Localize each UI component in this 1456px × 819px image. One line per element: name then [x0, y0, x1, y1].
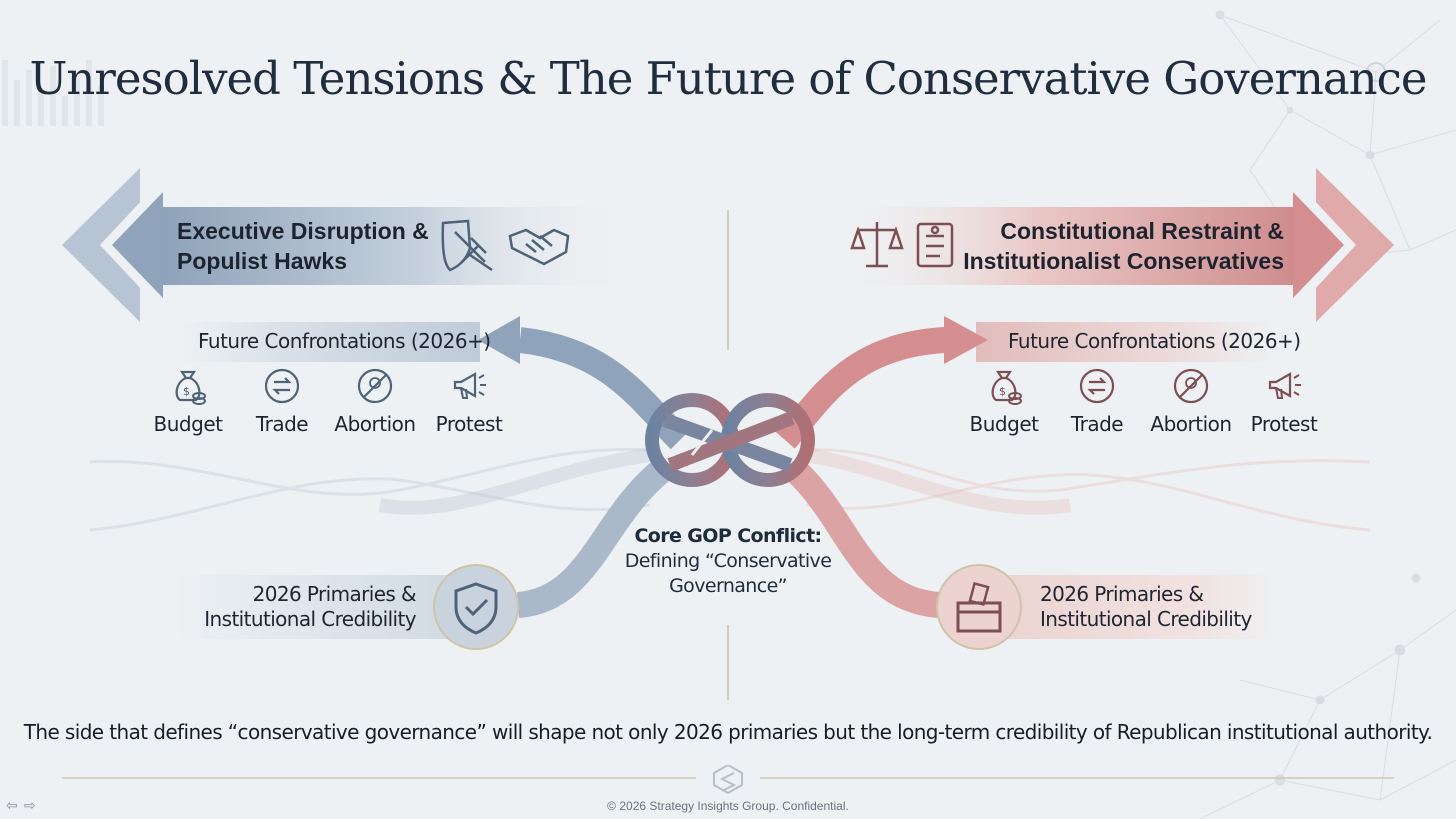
- topic-label: Protest: [1250, 412, 1318, 436]
- left-flow-arrowhead: [478, 316, 520, 364]
- wave-ribbons-wide: [378, 448, 1072, 515]
- right-side-label-line: Institutionalist Conservatives: [963, 248, 1284, 274]
- money-bag-icon: $: [991, 370, 1022, 405]
- core-line: Defining “Conservative: [624, 550, 832, 572]
- left-topic-abortion: Abortion: [327, 366, 423, 436]
- right-topic-budget: $ Budget: [956, 366, 1052, 436]
- network-decoration: [1199, 10, 1456, 819]
- left-side-label-line: Populist Hawks: [177, 248, 347, 274]
- right-topic-abortion: Abortion: [1143, 366, 1239, 436]
- ballot-box-icon: [936, 564, 1022, 650]
- megaphone-icon: [453, 372, 486, 399]
- left-future-label: Future Confrontations (2026+): [198, 329, 491, 353]
- handshake-icon: [508, 228, 570, 266]
- knot-symbol: [645, 393, 815, 487]
- left-future-band: [180, 322, 480, 362]
- right-primaries-line: Institutional Credibility: [1040, 607, 1252, 631]
- topic-label: Protest: [435, 412, 503, 436]
- left-side-label: Executive Disruption & Populist Hawks: [177, 216, 429, 276]
- shield-check-icon: [433, 564, 519, 650]
- abortion-prohibited-icon: [357, 368, 393, 404]
- trade-arrows-icon: [1079, 368, 1115, 404]
- right-side-label-line: Constitutional Restraint &: [1000, 218, 1284, 244]
- topic-label: Budget: [969, 412, 1039, 436]
- right-side-label: Constitutional Restraint & Institutional…: [963, 216, 1284, 276]
- topic-label: Trade: [255, 412, 309, 436]
- core-conflict: Core GOP Conflict: Defining “Conservativ…: [604, 524, 852, 599]
- left-primaries-band: [175, 575, 475, 639]
- decorative-bars: [2, 60, 104, 126]
- topic-label: Budget: [153, 412, 223, 436]
- core-heading: Core GOP Conflict:: [634, 525, 822, 547]
- company-logo-icon: [713, 765, 743, 795]
- right-primaries-label: 2026 Primaries & Institutional Credibili…: [1040, 582, 1252, 632]
- left-primaries-line: 2026 Primaries &: [252, 582, 417, 606]
- left-topic-trade: Trade: [234, 366, 330, 436]
- right-topic-protest: Protest: [1236, 366, 1332, 436]
- svg-text:$: $: [999, 385, 1006, 398]
- right-future-label: Future Confrontations (2026+): [1008, 329, 1301, 353]
- topic-label: Trade: [1070, 412, 1124, 436]
- trade-arrows-icon: [264, 368, 300, 404]
- right-future-band: [976, 322, 1276, 362]
- right-flow-arrowhead: [944, 316, 988, 364]
- right-primaries-band: [983, 575, 1283, 639]
- left-banner-arrow: [62, 168, 633, 322]
- left-topic-protest: Protest: [421, 366, 517, 436]
- megaphone-icon: [1268, 372, 1301, 399]
- copyright-text: © 2026 Strategy Insights Group. Confiden…: [607, 799, 849, 813]
- previous-slide-icon[interactable]: ⇦: [6, 797, 18, 813]
- next-slide-icon[interactable]: ⇨: [24, 797, 36, 813]
- right-primaries-line: 2026 Primaries &: [1040, 582, 1204, 606]
- topic-label: Abortion: [334, 412, 416, 436]
- page-title: Unresolved Tensions & The Future of Cons…: [29, 52, 1428, 105]
- wave-ribbons: [89, 447, 1371, 532]
- scales-icon: [850, 222, 904, 268]
- footer-rule: [62, 765, 1394, 795]
- topic-label: Abortion: [1150, 412, 1232, 436]
- scroll-document-icon: [916, 222, 954, 268]
- left-primaries-label: 2026 Primaries & Institutional Credibili…: [204, 582, 416, 632]
- svg-text:$: $: [183, 385, 190, 398]
- left-primaries-line: Institutional Credibility: [204, 607, 416, 631]
- right-topic-trade: Trade: [1049, 366, 1145, 436]
- gavel-shield-icon: [441, 219, 493, 272]
- abortion-prohibited-icon: [1173, 368, 1209, 404]
- core-line: Governance”: [669, 575, 787, 597]
- money-bag-icon: $: [175, 370, 206, 405]
- conclusion-statement: The side that defines “conservative gove…: [23, 720, 1433, 744]
- left-topic-budget: $ Budget: [140, 366, 236, 436]
- left-side-label-line: Executive Disruption &: [177, 218, 429, 244]
